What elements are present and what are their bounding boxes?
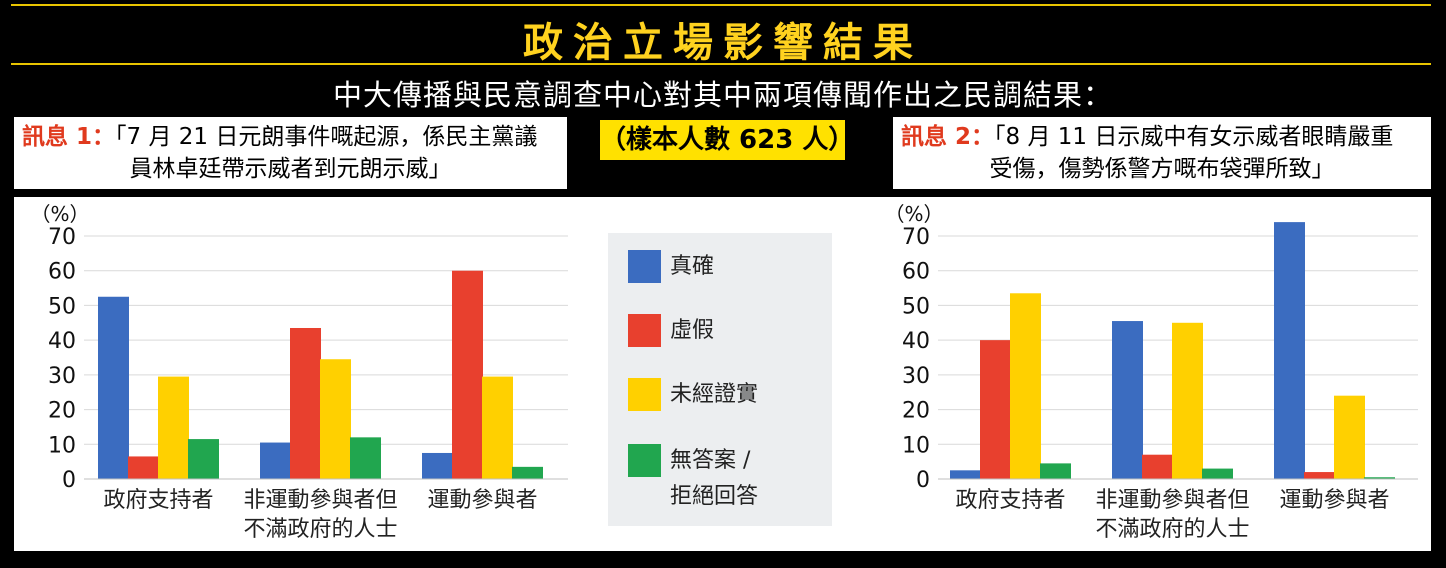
chart2-bar-false-group2 bbox=[1142, 454, 1173, 479]
chart2-category-label-2-1: 非運動參與者但 bbox=[1095, 488, 1249, 513]
chart1-ytick-0: 0 bbox=[62, 468, 76, 493]
chart1-ytick-10: 10 bbox=[48, 433, 76, 458]
chart1-bar-no-answer-group2 bbox=[350, 437, 381, 479]
chart1-bar-no-answer-group3 bbox=[512, 466, 543, 479]
chart1-bar-unverified-group3 bbox=[482, 376, 513, 479]
message-2-label: 訊息 2： bbox=[901, 124, 995, 150]
chart1-ytick-60: 60 bbox=[48, 260, 76, 285]
message-2-box: 訊息 2：「8 月 11 日示威中有女示威者眼睛嚴重 受傷，傷勢係警方嘅布袋彈所… bbox=[893, 117, 1431, 189]
chart2-category-label-3-1: 運動參與者 bbox=[1279, 488, 1389, 513]
chart1-ytick-70: 70 bbox=[48, 225, 76, 250]
legend-swatch-true bbox=[628, 250, 661, 283]
legend-label-true: 真確 bbox=[670, 254, 715, 279]
chart1-category-label-1-1: 政府支持者 bbox=[103, 488, 213, 513]
chart2-bar-false-group1 bbox=[980, 340, 1011, 479]
chart1-category-label-3-1: 運動參與者 bbox=[427, 488, 537, 513]
chart1-y-unit: （%） bbox=[30, 202, 89, 226]
chart2-ytick-70: 70 bbox=[902, 225, 930, 250]
chart2-ytick-0: 0 bbox=[916, 468, 930, 493]
chart2-ytick-50: 50 bbox=[902, 294, 930, 319]
legend-label-no-answer-2: 拒絕回答 bbox=[670, 484, 759, 509]
chart2-bar-unverified-group1 bbox=[1010, 293, 1041, 479]
chart1-bar-true-group1 bbox=[98, 296, 129, 479]
chart1-bar-no-answer-group1 bbox=[188, 439, 219, 479]
subtitle: 中大傳播與民意調查中心對其中兩項傳聞作出之民調結果： bbox=[332, 78, 1113, 112]
legend-swatch-false bbox=[628, 314, 661, 347]
page-title: 政治立場影響結果 bbox=[523, 20, 923, 66]
sample-size-badge: （樣本人數 623 人） bbox=[600, 120, 854, 160]
legend: 真確 虛假 未經證實 無答案 / 拒絕回答 bbox=[608, 233, 832, 526]
chart2-bar-no-answer-group2 bbox=[1202, 468, 1233, 479]
message-1-line2: 員林卓廷帶示威者到元朗示威」 bbox=[129, 156, 452, 182]
chart2-category-label-1-1: 政府支持者 bbox=[955, 488, 1065, 513]
chart2-bar-true-group2 bbox=[1112, 321, 1143, 479]
right-panel: 0 10 20 30 40 50 60 70 （%） 政府支持者 非運動參與者但 不滿政府的人士 運動參… bbox=[868, 197, 1431, 551]
legend-label-unverified: 未經證實 bbox=[670, 382, 759, 407]
chart1-ytick-40: 40 bbox=[48, 329, 76, 354]
legend-swatch-unverified bbox=[628, 378, 661, 411]
chart1-ytick-20: 20 bbox=[48, 399, 76, 424]
chart2-ytick-40: 40 bbox=[902, 329, 930, 354]
chart2-bar-no-answer-group1 bbox=[1040, 463, 1071, 479]
chart1-ytick-50: 50 bbox=[48, 294, 76, 319]
chart2-ytick-60: 60 bbox=[902, 260, 930, 285]
chart2-ytick-30: 30 bbox=[902, 364, 930, 389]
title-rule bbox=[11, 63, 1431, 65]
chart2-y-unit: （%） bbox=[884, 202, 943, 226]
chart1-bar-true-group3 bbox=[422, 452, 453, 479]
chart2-bar-false-group3 bbox=[1304, 472, 1335, 479]
chart2-bar-unverified-group3 bbox=[1334, 395, 1365, 479]
chart1-ytick-30: 30 bbox=[48, 364, 76, 389]
chart1-category-label-2-1: 非運動參與者但 bbox=[243, 488, 397, 513]
chart2-ytick-10: 10 bbox=[902, 433, 930, 458]
chart2-bar-no-answer-group3 bbox=[1364, 477, 1395, 479]
legend-swatch-no-answer bbox=[628, 444, 661, 477]
chart2-bar-true-group3 bbox=[1274, 222, 1305, 479]
chart2-bar-true-group1 bbox=[950, 470, 981, 479]
message-2-line1: 「8 月 11 日示威中有女示威者眼睛嚴重 bbox=[994, 124, 1394, 150]
chart2-category-label-2-2: 不滿政府的人士 bbox=[1095, 517, 1249, 542]
legend-label-false: 虛假 bbox=[670, 318, 715, 343]
chart2-ytick-20: 20 bbox=[902, 399, 930, 424]
message-1-label: 訊息 1： bbox=[22, 124, 116, 150]
chart1-bar-false-group3 bbox=[452, 270, 483, 479]
message-1-line1: 「7 月 21 日元朗事件嘅起源，係民主黨議 bbox=[115, 124, 538, 150]
chart1-category-label-2-2: 不滿政府的人士 bbox=[243, 517, 397, 542]
chart1-bar-unverified-group1 bbox=[158, 376, 189, 479]
chart1-bar-unverified-group2 bbox=[320, 359, 351, 479]
message-1-box: 訊息 1：「7 月 21 日元朗事件嘅起源，係民主黨議 員林卓廷帶示威者到元朗示… bbox=[14, 117, 567, 189]
message-2-line2: 受傷，傷勢係警方嘅布袋彈所致」 bbox=[989, 156, 1335, 182]
chart1-bar-false-group2 bbox=[290, 327, 321, 479]
chart1-bar-false-group1 bbox=[128, 456, 159, 479]
legend-label-no-answer: 無答案 / bbox=[670, 448, 751, 473]
chart2-bar-unverified-group2 bbox=[1172, 322, 1203, 479]
top-rule bbox=[11, 4, 1431, 6]
chart1-bar-true-group2 bbox=[260, 442, 291, 479]
